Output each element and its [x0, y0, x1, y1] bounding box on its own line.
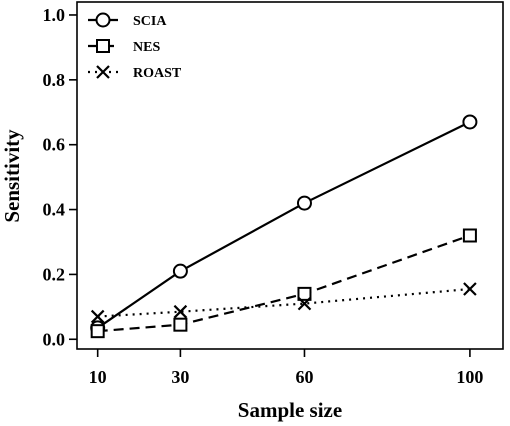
y-axis: 0.0 0.2 0.4 0.6 0.8 1.0 — [43, 5, 77, 349]
data-point-nes — [297, 286, 312, 301]
y-axis-title: Sensitivity — [0, 129, 24, 223]
data-point-scia — [462, 114, 478, 130]
data-point-nes — [462, 228, 477, 243]
data-point-roast — [297, 296, 312, 311]
legend-marker-scia — [95, 12, 111, 28]
legend-label-nes: NES — [133, 40, 160, 55]
y-tick-label: 0.4 — [43, 200, 66, 220]
data-point-nes — [173, 317, 188, 332]
x-tick-label: 100 — [456, 367, 483, 387]
series-roast — [90, 282, 477, 324]
y-tick-label: 0.2 — [43, 264, 66, 284]
legend-label-roast: ROAST — [133, 66, 182, 81]
series-line-nes — [97, 234, 471, 333]
legend-entry-scia: SCIA — [88, 12, 167, 29]
y-tick-label: 0.8 — [43, 70, 66, 90]
x-tick-label: 10 — [89, 367, 107, 387]
legend-entry-nes: NES — [88, 39, 160, 55]
series-layer — [90, 114, 478, 339]
x-tick-label: 30 — [171, 367, 189, 387]
data-point-roast — [463, 282, 477, 296]
y-tick-label: 0.0 — [43, 329, 66, 349]
legend: SCIA NES ROAST — [88, 12, 182, 81]
series-line-scia — [97, 121, 471, 329]
data-point-roast — [90, 309, 105, 324]
series-line-roast — [97, 287, 471, 318]
x-axis-title: Sample size — [238, 398, 342, 422]
x-axis: 10 30 60 100 — [89, 349, 483, 387]
legend-label-scia: SCIA — [133, 14, 167, 29]
legend-entry-roast: ROAST — [88, 65, 182, 81]
legend-marker-nes — [96, 39, 110, 53]
data-point-scia — [172, 263, 188, 279]
data-point-roast — [173, 304, 188, 319]
series-nes — [90, 228, 477, 339]
y-tick-label: 1.0 — [43, 5, 66, 25]
legend-marker-roast — [96, 65, 110, 79]
y-tick-label: 0.6 — [43, 135, 66, 155]
data-point-nes — [90, 324, 105, 339]
x-tick-label: 60 — [295, 367, 313, 387]
data-point-scia — [296, 195, 312, 211]
series-scia — [90, 114, 478, 336]
plot-frame — [76, 1, 504, 350]
